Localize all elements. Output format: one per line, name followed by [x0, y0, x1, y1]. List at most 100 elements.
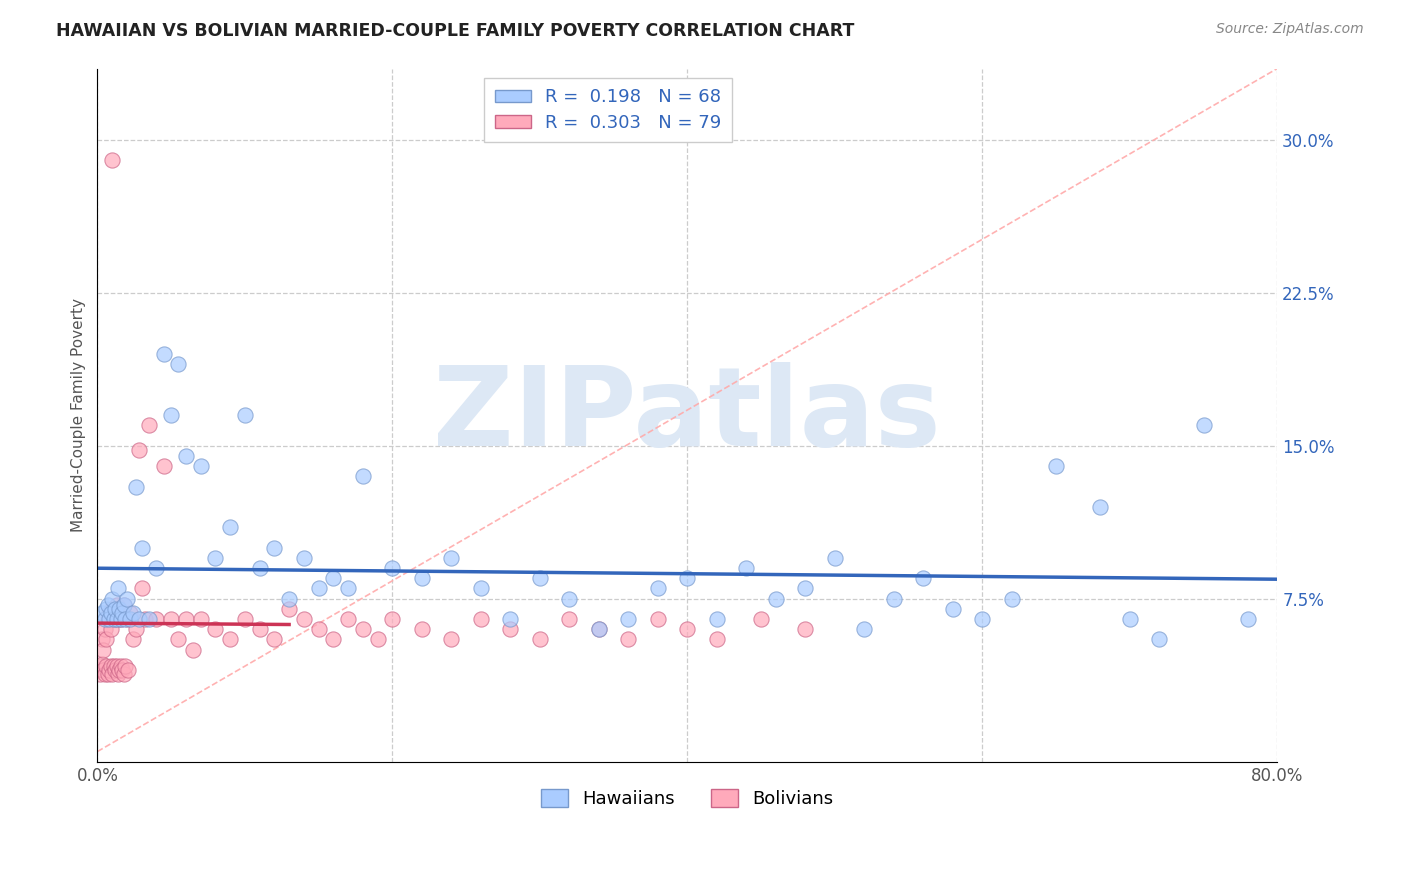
Bolivians: [101, 602, 124, 616]
Hawaiians: [883, 591, 905, 606]
Hawaiians: [1045, 459, 1067, 474]
Bolivians: [98, 606, 121, 620]
Hawaiians: [131, 541, 153, 555]
Bolivians: [204, 622, 226, 636]
Bolivians: [128, 442, 150, 457]
Bolivians: [101, 667, 124, 681]
Bolivians: [131, 582, 153, 596]
Bolivians: [470, 612, 492, 626]
Hawaiians: [219, 520, 242, 534]
Text: ZIPatlas: ZIPatlas: [433, 361, 941, 468]
Bolivians: [96, 659, 118, 673]
Bolivians: [174, 612, 197, 626]
Bolivians: [322, 632, 344, 647]
Hawaiians: [249, 561, 271, 575]
Bolivians: [100, 659, 122, 673]
Bolivians: [110, 612, 132, 626]
Hawaiians: [942, 602, 965, 616]
Hawaiians: [912, 571, 935, 585]
Bolivians: [91, 663, 114, 677]
Hawaiians: [105, 612, 128, 626]
Hawaiians: [1236, 612, 1258, 626]
Hawaiians: [101, 591, 124, 606]
Bolivians: [107, 612, 129, 626]
Hawaiians: [100, 606, 122, 620]
Hawaiians: [558, 591, 581, 606]
Hawaiians: [108, 602, 131, 616]
Hawaiians: [1192, 418, 1215, 433]
Hawaiians: [96, 602, 118, 616]
Hawaiians: [308, 582, 330, 596]
Bolivians: [794, 622, 817, 636]
Bolivians: [219, 632, 242, 647]
Bolivians: [138, 418, 160, 433]
Bolivians: [352, 622, 374, 636]
Bolivians: [381, 612, 404, 626]
Bolivians: [97, 667, 120, 681]
Bolivians: [249, 622, 271, 636]
Bolivians: [112, 667, 135, 681]
Bolivians: [558, 612, 581, 626]
Bolivians: [93, 622, 115, 636]
Bolivians: [440, 632, 463, 647]
Bolivians: [676, 622, 699, 636]
Bolivians: [110, 659, 132, 673]
Hawaiians: [588, 622, 610, 636]
Hawaiians: [381, 561, 404, 575]
Bolivians: [145, 612, 167, 626]
Hawaiians: [174, 449, 197, 463]
Bolivians: [117, 663, 139, 677]
Hawaiians: [529, 571, 551, 585]
Bolivians: [91, 642, 114, 657]
Bolivians: [112, 598, 135, 612]
Hawaiians: [90, 606, 112, 620]
Hawaiians: [160, 408, 183, 422]
Bolivians: [93, 667, 115, 681]
Bolivians: [108, 602, 131, 616]
Bolivians: [411, 622, 433, 636]
Hawaiians: [647, 582, 669, 596]
Hawaiians: [972, 612, 994, 626]
Hawaiians: [1149, 632, 1171, 647]
Hawaiians: [1090, 500, 1112, 514]
Bolivians: [588, 622, 610, 636]
Bolivians: [263, 632, 285, 647]
Bolivians: [105, 598, 128, 612]
Bolivians: [107, 667, 129, 681]
Hawaiians: [263, 541, 285, 555]
Hawaiians: [110, 612, 132, 626]
Bolivians: [101, 153, 124, 168]
Hawaiians: [190, 459, 212, 474]
Hawaiians: [115, 591, 138, 606]
Hawaiians: [107, 582, 129, 596]
Hawaiians: [337, 582, 360, 596]
Bolivians: [337, 612, 360, 626]
Legend: Hawaiians, Bolivians: Hawaiians, Bolivians: [534, 781, 841, 815]
Bolivians: [529, 632, 551, 647]
Hawaiians: [1119, 612, 1142, 626]
Hawaiians: [121, 606, 143, 620]
Bolivians: [292, 612, 315, 626]
Bolivians: [98, 663, 121, 677]
Bolivians: [103, 612, 125, 626]
Hawaiians: [152, 347, 174, 361]
Bolivians: [617, 632, 640, 647]
Bolivians: [87, 659, 110, 673]
Bolivians: [108, 663, 131, 677]
Hawaiians: [499, 612, 522, 626]
Bolivians: [125, 622, 148, 636]
Bolivians: [706, 632, 728, 647]
Hawaiians: [204, 550, 226, 565]
Bolivians: [111, 606, 134, 620]
Bolivians: [367, 632, 389, 647]
Hawaiians: [617, 612, 640, 626]
Text: Source: ZipAtlas.com: Source: ZipAtlas.com: [1216, 22, 1364, 37]
Hawaiians: [93, 612, 115, 626]
Hawaiians: [735, 561, 758, 575]
Bolivians: [105, 659, 128, 673]
Hawaiians: [470, 582, 492, 596]
Hawaiians: [128, 612, 150, 626]
Hawaiians: [322, 571, 344, 585]
Hawaiians: [125, 479, 148, 493]
Hawaiians: [112, 598, 135, 612]
